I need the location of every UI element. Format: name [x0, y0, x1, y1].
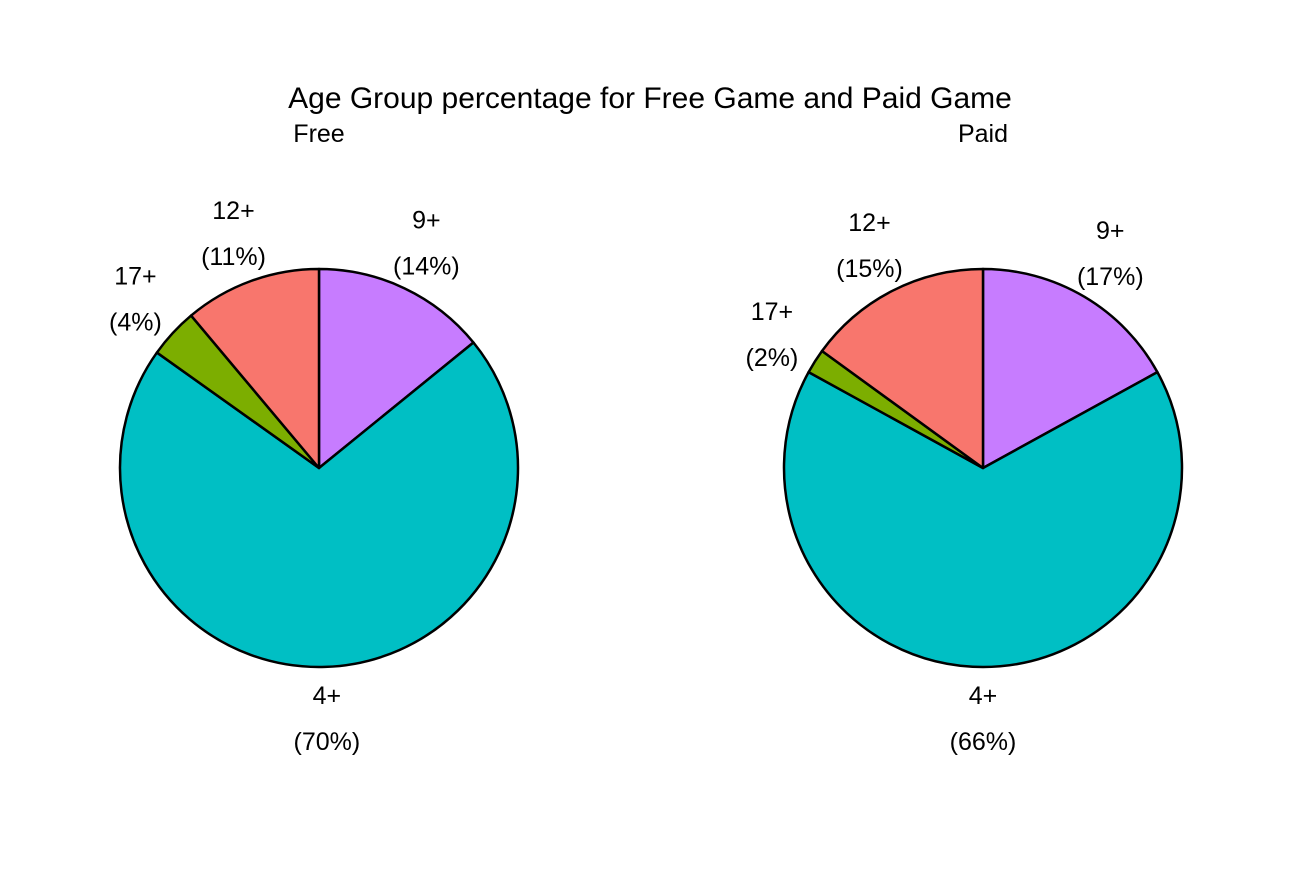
paid-slice-pct-12-plus: (15%) — [836, 255, 903, 283]
free-slice-pct-4-plus: (70%) — [294, 728, 361, 756]
paid-slice-label-17-plus: 17+ — [751, 298, 793, 326]
paid-pie: 9+ (17%) 4+ (66%) 17+ (2%) 12+ (15%) — [746, 209, 1184, 756]
free-slice-12-plus — [189, 267, 321, 470]
paid-slice-9-plus — [981, 267, 1159, 470]
free-pie-subtitle: Free — [293, 120, 344, 148]
paid-slice-12-plus — [820, 267, 985, 470]
paid-slice-4-plus — [782, 370, 1184, 669]
free-slice-pct-12-plus: (11%) — [201, 243, 266, 271]
paid-slice-pct-17-plus: (2%) — [746, 344, 799, 372]
free-slice-label-4-plus: 4+ — [313, 682, 342, 710]
paid-slice-label-12-plus: 12+ — [848, 209, 890, 237]
paid-slice-pct-4-plus: (66%) — [950, 728, 1017, 756]
paid-slice-label-9-plus: 9+ — [1096, 217, 1125, 245]
chart-title: Age Group percentage for Free Game and P… — [288, 82, 1012, 115]
free-slice-4-plus — [118, 341, 520, 669]
paid-pie-subtitle: Paid — [958, 120, 1008, 148]
free-slice-pct-9-plus: (14%) — [393, 252, 460, 280]
free-slice-9-plus — [317, 267, 475, 470]
free-slice-pct-17-plus: (4%) — [109, 308, 162, 336]
paid-slice-pct-9-plus: (17%) — [1077, 263, 1144, 291]
free-pie: 9+ (14%) 4+ (70%) 17+ (4%) 12+ (11%) — [109, 197, 520, 756]
paid-slice-label-4-plus: 4+ — [969, 682, 998, 710]
free-slice-label-17-plus: 17+ — [114, 262, 156, 290]
free-slice-label-12-plus: 12+ — [212, 197, 254, 225]
free-slice-label-9-plus: 9+ — [412, 206, 441, 234]
